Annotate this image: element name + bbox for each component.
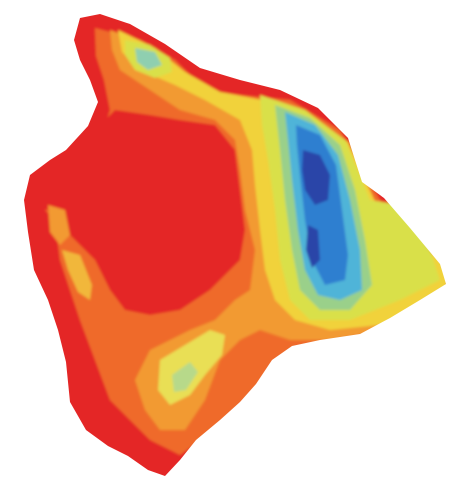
orange-patch [48, 205, 70, 245]
north-summit-core [135, 48, 162, 70]
south-red-coast [60, 380, 175, 476]
dark-blue-zone [306, 225, 320, 268]
dark-blue-zone [302, 150, 330, 205]
red-interior [40, 110, 245, 315]
south-patch-core [172, 362, 198, 392]
yellow-patch [62, 250, 92, 300]
